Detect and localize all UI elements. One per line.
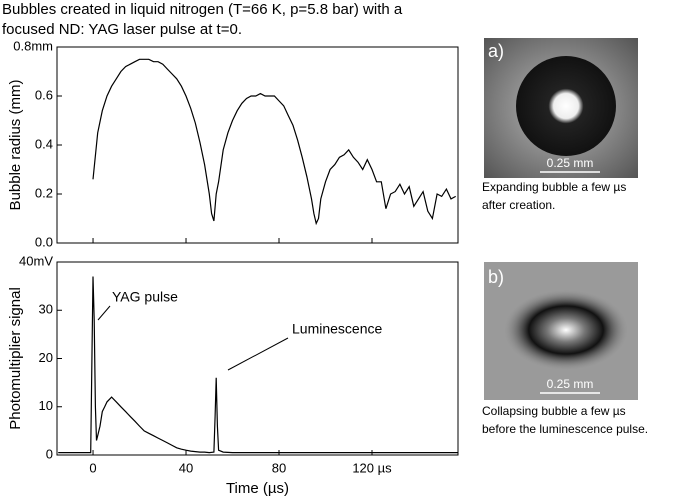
panel-label: b) <box>488 267 504 287</box>
title-line: Bubbles created in liquid nitrogen (T=66… <box>2 1 403 18</box>
annotation: Luminescence <box>292 321 382 337</box>
y-tick-label: 0.8mm <box>13 38 53 53</box>
caption: Collapsing bubble a few µs <box>482 404 626 418</box>
y-tick-label: 0.0 <box>35 234 53 249</box>
data-line <box>92 58 456 226</box>
x-tick-label: 40 <box>179 460 193 475</box>
x-tick-label: 120 µs <box>352 460 392 475</box>
y-tick-label: 40mV <box>19 253 53 268</box>
y-tick-label: 0.4 <box>35 136 53 151</box>
annotation: YAG pulse <box>112 289 178 305</box>
data-line <box>58 276 458 454</box>
scale-label: 0.25 mm <box>547 156 594 170</box>
y-axis-label: Bubble radius (mm) <box>7 80 24 211</box>
caption: Expanding bubble a few µs <box>482 180 626 194</box>
annotation-leader <box>97 305 111 321</box>
y-tick-label: 0 <box>46 446 53 461</box>
x-tick-label: 0 <box>89 460 96 475</box>
y-tick-label: 20 <box>39 350 53 365</box>
y-tick-label: 0.6 <box>35 87 53 102</box>
image-a: a) 0.25 mm <box>484 38 638 178</box>
panel-label: a) <box>488 41 504 61</box>
scale-label: 0.25 mm <box>547 377 594 391</box>
x-axis-label: Time (µs) <box>226 480 289 497</box>
annotation-leader <box>227 337 289 371</box>
y-tick-label: 10 <box>39 398 53 413</box>
bubble <box>516 56 616 156</box>
bubble <box>504 290 628 370</box>
caption: before the luminescence pulse. <box>482 422 648 436</box>
y-tick-label: 0.2 <box>35 185 53 200</box>
title-line: focused ND: YAG laser pulse at t=0. <box>2 21 242 38</box>
image-b: b) 0.25 mm <box>484 262 638 400</box>
caption: after creation. <box>482 198 555 212</box>
y-tick-label: 30 <box>39 302 53 317</box>
x-tick-label: 80 <box>272 460 286 475</box>
y-axis-label: Photomultiplier signal <box>7 287 24 430</box>
